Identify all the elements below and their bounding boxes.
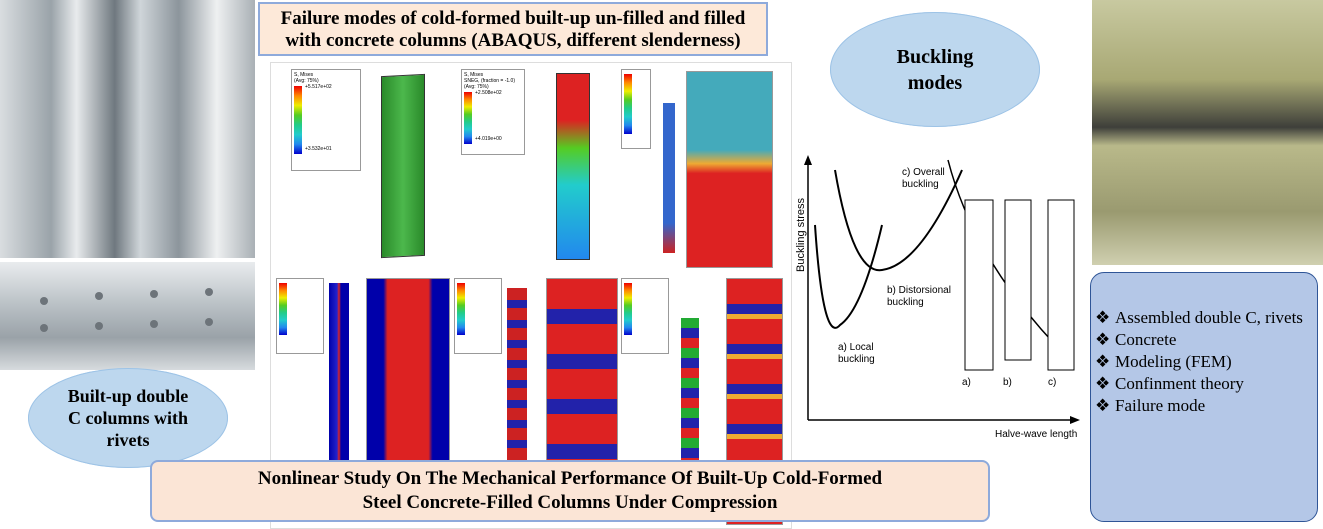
overall-label: buckling [902,179,939,190]
fea-legend [454,278,502,354]
cloud-text: Built-up double [67,386,189,406]
legend-sub: (Avg: 75%) [294,78,319,84]
fea-legend [276,278,324,354]
title-line: Nonlinear Study On The Mechanical Perfor… [257,468,883,489]
cloud-text: Buckling [896,45,974,68]
distortional-label: buckling [887,297,924,308]
legend-min: +3.532e+01 [305,146,332,152]
diamond-bullet-icon: ❖ [1095,374,1111,393]
topic-text: Confinment theory [1115,374,1244,393]
figure-label: a) [962,377,971,388]
fea-column-green [381,73,425,259]
topic-text: Concrete [1115,330,1177,349]
fea-column-slender [663,103,675,253]
cloud-text: rivets [106,430,150,450]
topic-text: Modeling (FEM) [1115,352,1232,371]
key-topics-scroll: ❖ Assembled double C, rivets ❖ Concrete ❖ M… [1090,272,1318,522]
topic-item: ❖ Assembled double C, rivets [1095,307,1307,329]
diamond-bullet-icon: ❖ [1095,352,1111,371]
legend-min: +4.019e+00 [475,136,502,142]
topic-text: Failure mode [1115,396,1206,415]
concrete-filled-column-photo [1092,0,1323,265]
fea-column-filled-1 [329,283,349,508]
topic-item: ❖ Confinment theory [1095,373,1307,395]
legend-sub: SNEG, (fraction = -1.0) (Avg: 75%) [464,78,515,90]
figure-label: c) [1048,377,1056,388]
local-buckling-curve [814,224,883,329]
overall-label: c) Overall [902,167,945,178]
title-line: Steel Concrete-Filled Columns Under Comp… [362,492,778,513]
legend-title: S, Mises [294,72,314,78]
fea-legend: S, Mises SNEG, (fraction = -1.0) (Avg: 7… [461,69,525,155]
y-axis-arrow-icon [804,155,812,165]
fea-results-panel: S, Mises (Avg: 75%) +5.517e+02 +3.532e+01… [270,62,792,529]
cloud-text: C columns with [67,408,188,428]
fea-legend: S, Mises (Avg: 75%) +5.517e+02 +3.532e+01 [291,69,361,171]
distortional-label: b) Distorsional [887,285,951,296]
topic-item: ❖ Modeling (FEM) [1095,351,1307,373]
member-a [964,199,994,371]
cloud-buckling-modes: Buckling modes [830,12,1040,127]
member-c [1047,199,1075,371]
topic-text: Assembled double C, rivets [1115,308,1303,327]
legend-max: +5.517e+02 [305,84,332,90]
x-axis-arrow-icon [1070,416,1080,424]
buckling-modes-diagram: Buckling stress Halve-wave length a) Loc… [795,155,1080,440]
legend-max: +2.508e+02 [475,90,502,96]
fea-column-red-blue [556,73,590,260]
figure-label: b) [1003,377,1012,388]
title-line: Failure modes of cold-formed built-up un… [280,8,746,29]
local-label: a) Local [838,342,874,353]
steel-profiles-photo [0,0,255,258]
diamond-bullet-icon: ❖ [1095,308,1111,327]
diamond-bullet-icon: ❖ [1095,396,1111,415]
topic-item: ❖ Concrete [1095,329,1307,351]
distortional-buckling-curve [834,169,963,272]
diamond-bullet-icon: ❖ [1095,330,1111,349]
local-label: buckling [838,354,875,365]
fea-legend [621,278,669,354]
member-b [1004,199,1032,361]
failure-modes-title: Failure modes of cold-formed built-up un… [258,2,768,56]
title-line: with concrete columns (ABAQUS, different… [285,30,741,51]
x-axis-label: Halve-wave length [995,429,1077,440]
fea-column-filled-2 [507,288,527,508]
fea-legend [621,69,651,149]
fea-zoom-detail [686,71,773,268]
topic-item: ❖ Failure mode [1095,395,1307,417]
legend-title: S, Mises [464,72,484,78]
study-title: Nonlinear Study On The Mechanical Perfor… [150,460,990,522]
cloud-built-up-columns: Built-up double C columns with rivets [28,368,228,468]
built-up-column-photo [0,262,255,370]
cloud-text: modes [907,71,963,94]
y-axis-label: Buckling stress [795,198,807,272]
